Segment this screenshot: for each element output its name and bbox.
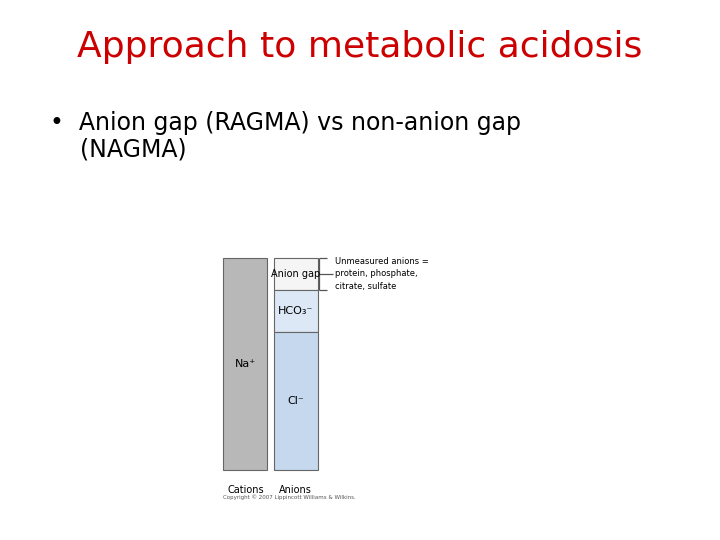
Text: Anions: Anions bbox=[279, 485, 312, 495]
Text: (NAGMA): (NAGMA) bbox=[50, 138, 187, 161]
Text: Copyright © 2007 Lippincott Williams & Wilkins.: Copyright © 2007 Lippincott Williams & W… bbox=[223, 495, 356, 501]
Text: Approach to metabolic acidosis: Approach to metabolic acidosis bbox=[77, 30, 643, 64]
Text: Unmeasured anions =
protein, phosphate,
citrate, sulfate: Unmeasured anions = protein, phosphate, … bbox=[336, 256, 429, 291]
Text: •  Anion gap (RAGMA) vs non-anion gap: • Anion gap (RAGMA) vs non-anion gap bbox=[50, 111, 521, 134]
Bar bbox=[223, 258, 267, 470]
Text: Cations: Cations bbox=[227, 485, 264, 495]
Text: Na⁺: Na⁺ bbox=[235, 359, 256, 369]
Bar bbox=[274, 289, 318, 332]
Text: Anion gap: Anion gap bbox=[271, 269, 320, 279]
Bar bbox=[274, 258, 318, 289]
Bar bbox=[274, 332, 318, 470]
Text: Cl⁻: Cl⁻ bbox=[287, 396, 304, 406]
Text: HCO₃⁻: HCO₃⁻ bbox=[278, 306, 313, 316]
